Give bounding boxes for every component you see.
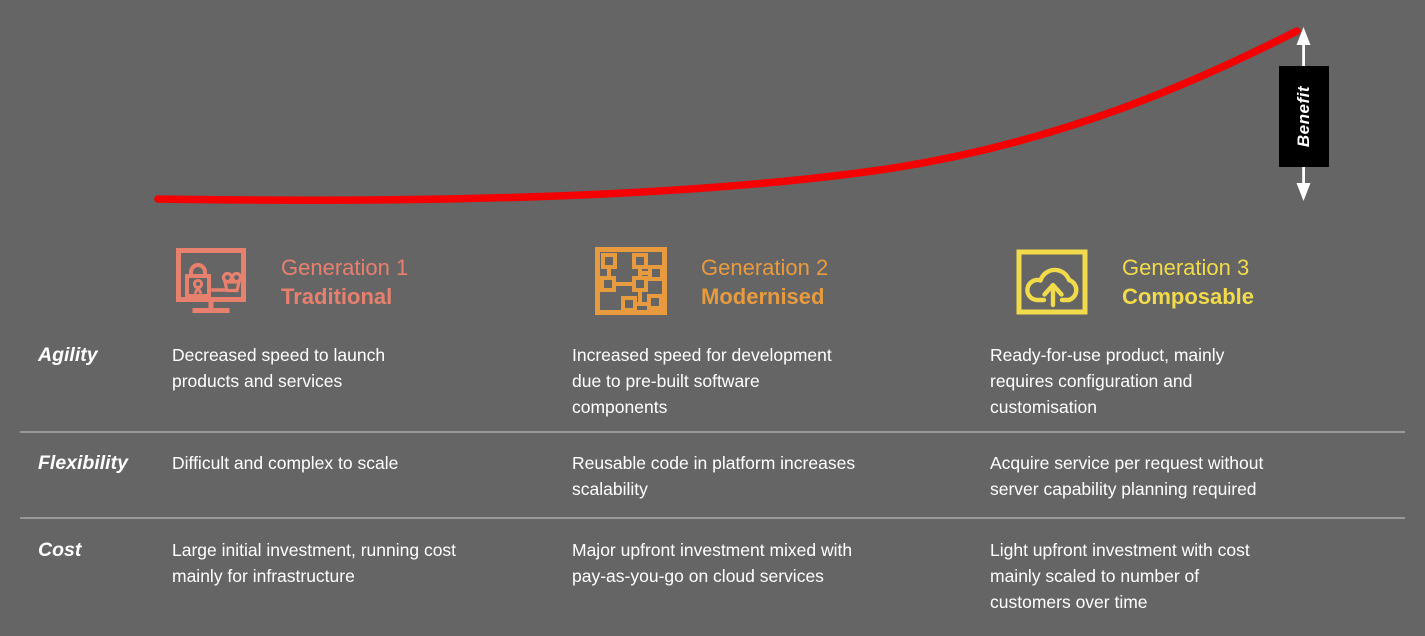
cell-flexibility-gen2: Reusable code in platform increases scal… <box>572 453 856 499</box>
benefit-curve <box>154 27 1301 204</box>
cell-agility-gen2: Increased speed for development due to p… <box>572 345 832 417</box>
cell-flexibility-gen3: Acquire service per request without serv… <box>990 453 1264 499</box>
row-label-flexibility: Flexibility <box>38 452 128 474</box>
row-label-cost: Cost <box>38 539 82 561</box>
generation-1-subtitle: Traditional <box>281 284 393 309</box>
row-label-agility: Agility <box>38 344 98 366</box>
generation-3-title: Generation 3 <box>1122 255 1250 280</box>
cell-cost-gen1: Large initial investment, running cost m… <box>172 540 457 586</box>
benefit-axis-label: Benefit <box>1294 85 1313 148</box>
generation-2-header: Generation 2 Modernised <box>701 253 828 311</box>
cloud-upload-icon <box>1016 249 1088 315</box>
generation-1-title: Generation 1 <box>281 255 409 280</box>
cell-agility-gen3: Ready-for-use product, mainly requires c… <box>990 345 1225 417</box>
generation-2-subtitle: Modernised <box>701 284 825 309</box>
row-divider <box>20 431 1405 433</box>
cell-flexibility-gen1: Difficult and complex to scale <box>172 453 399 473</box>
generation-3-header: Generation 3 Composable <box>1122 253 1254 311</box>
cell-agility-gen1: Decreased speed to launch products and s… <box>172 345 386 391</box>
generation-2-title: Generation 2 <box>701 255 829 280</box>
row-divider <box>20 517 1405 519</box>
monitor-lock-key-icon <box>176 248 246 313</box>
cell-cost-gen2: Major upfront investment mixed with pay-… <box>572 540 853 586</box>
cell-cost-gen3: Light upfront investment with cost mainl… <box>990 540 1250 612</box>
generation-3-subtitle: Composable <box>1122 284 1255 309</box>
benefit-axis-label-box: Benefit <box>1279 66 1329 167</box>
circuit-nodes-icon <box>595 247 667 315</box>
generation-1-header: Generation 1 Traditional <box>281 253 408 311</box>
